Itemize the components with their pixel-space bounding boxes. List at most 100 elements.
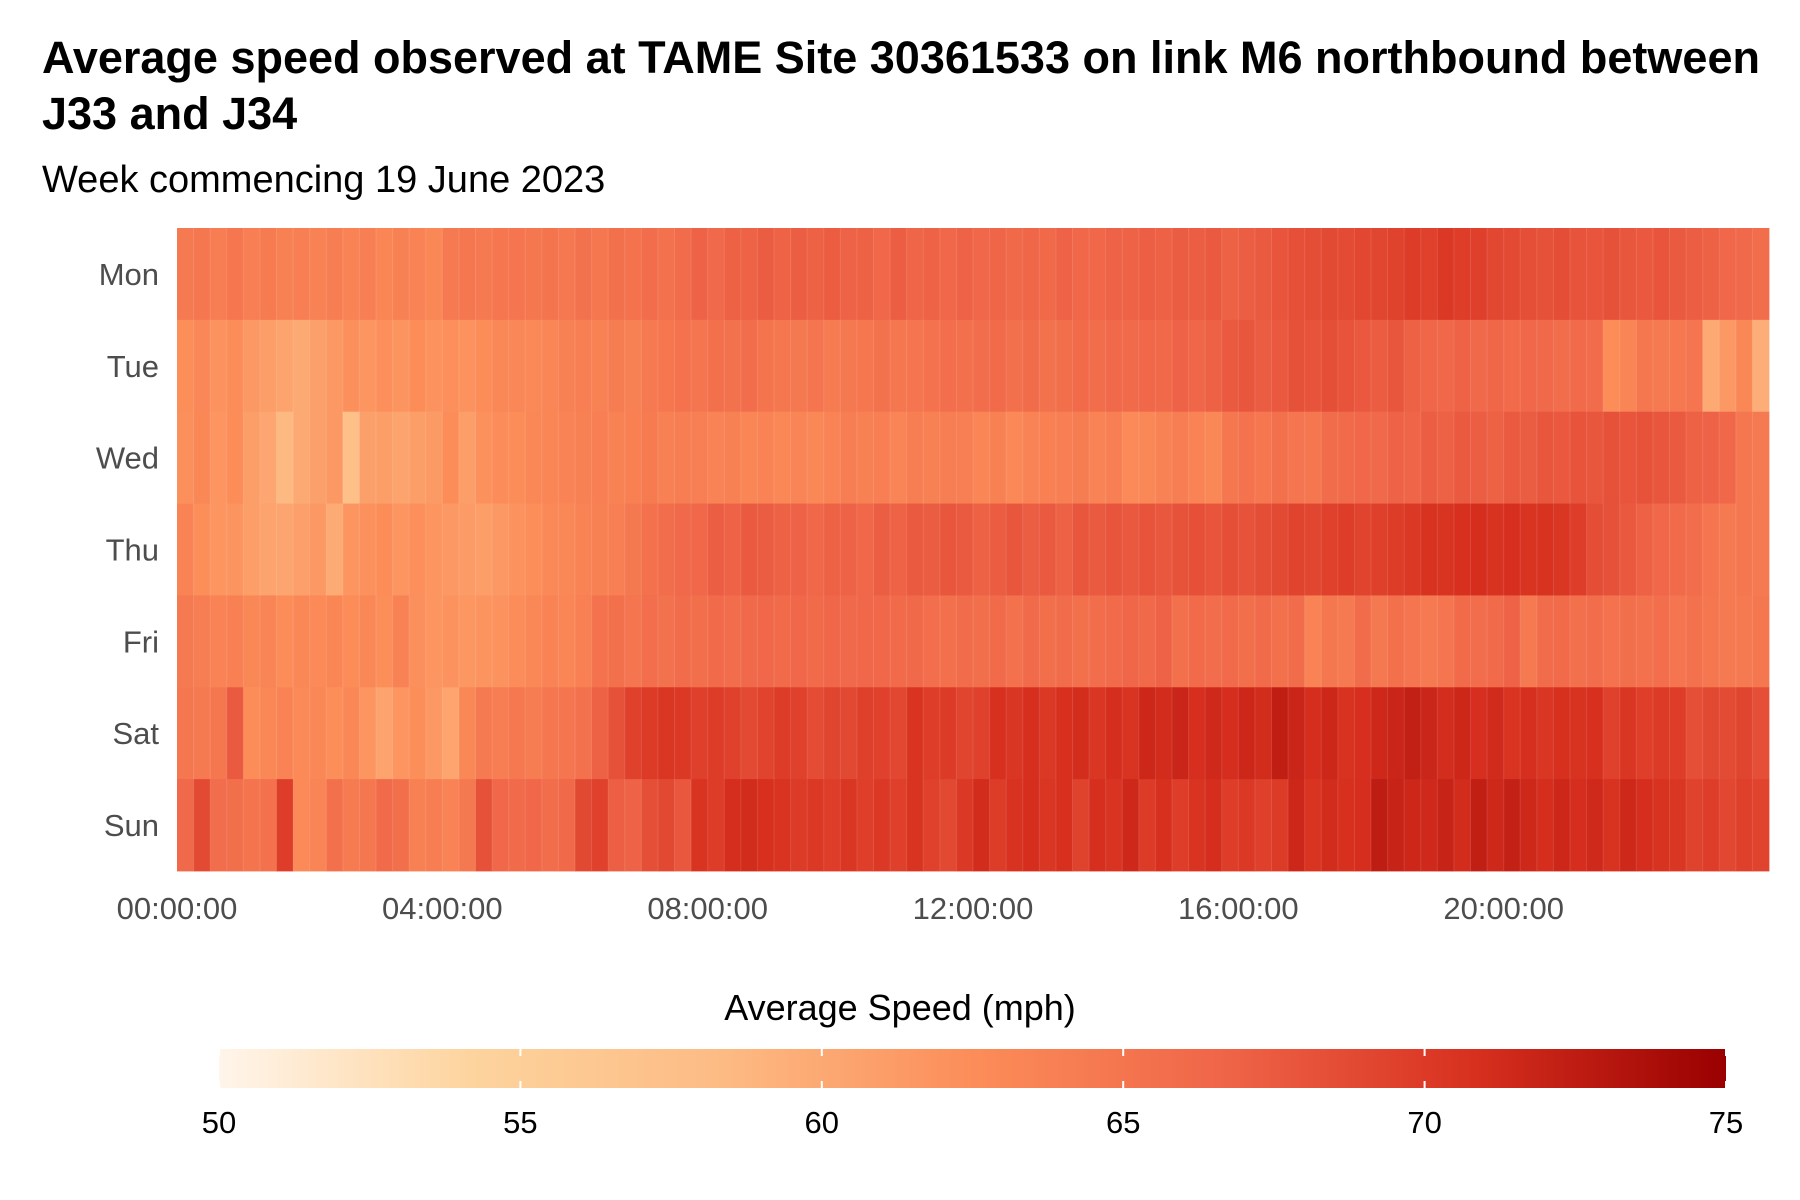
y-tick-label: Sat	[112, 716, 159, 751]
heatmap-cell	[774, 411, 791, 504]
heatmap-cell	[1420, 779, 1438, 872]
heatmap-cell	[1089, 228, 1107, 321]
heatmap-cell	[624, 228, 642, 321]
heatmap-cell	[1420, 228, 1438, 321]
heatmap-cell	[1022, 228, 1040, 321]
heatmap-cell	[641, 319, 659, 413]
heatmap-cell	[973, 779, 990, 872]
heatmap-cell	[210, 687, 228, 780]
heatmap-cell	[1603, 411, 1621, 504]
heatmap-cell	[939, 228, 957, 321]
heatmap-cell	[392, 595, 410, 688]
heatmap-cell	[409, 779, 427, 872]
heatmap-cell	[293, 687, 311, 780]
heatmap-cell	[1304, 595, 1322, 688]
heatmap-cell	[1470, 503, 1488, 596]
heatmap-cell	[1686, 779, 1704, 872]
heatmap-cell	[276, 228, 294, 321]
heatmap-cell	[392, 319, 410, 413]
heatmap-cell	[1487, 503, 1505, 596]
heatmap-cell	[1470, 228, 1488, 321]
heatmap-cell	[1188, 595, 1206, 688]
heatmap-cell	[1072, 687, 1090, 780]
heatmap-cell	[774, 779, 791, 872]
heatmap-cell	[210, 595, 228, 688]
heatmap-cell	[707, 779, 725, 872]
heatmap-cell	[1570, 779, 1587, 872]
heatmap-cell	[558, 319, 576, 413]
heatmap-cell	[1371, 319, 1388, 413]
heatmap-cell	[1586, 779, 1604, 872]
heatmap-cell	[1652, 503, 1670, 596]
heatmap-cell	[392, 687, 410, 780]
heatmap-cell	[1288, 779, 1306, 872]
heatmap-cell	[1603, 687, 1621, 780]
heatmap-cell	[210, 228, 228, 321]
heatmap-cell	[724, 319, 742, 413]
heatmap-cell	[1155, 779, 1173, 872]
heatmap-cell	[856, 687, 874, 780]
heatmap-cell	[591, 411, 609, 504]
heatmap-cell	[1669, 411, 1687, 504]
heatmap-cell	[624, 319, 642, 413]
heatmap-cell	[359, 228, 377, 321]
heatmap-cell	[1089, 411, 1107, 504]
heatmap-cell	[425, 228, 443, 321]
heatmap-cell	[177, 411, 194, 504]
heatmap-cell	[757, 687, 775, 780]
heatmap-cell	[1304, 228, 1322, 321]
heatmap-cell	[840, 319, 858, 413]
heatmap-cell	[1006, 228, 1024, 321]
heatmap-cell	[409, 595, 427, 688]
heatmap-cell	[243, 595, 261, 688]
heatmap-cell	[840, 687, 858, 780]
heatmap-cell	[1387, 779, 1405, 872]
heatmap-cell	[1138, 503, 1156, 596]
heatmap-cell	[1503, 687, 1521, 780]
heatmap-cell	[1536, 411, 1554, 504]
heatmap-cell	[1453, 687, 1471, 780]
heatmap-cell	[525, 411, 543, 504]
heatmap-cell	[1686, 319, 1704, 413]
heatmap-cell	[890, 228, 908, 321]
heatmap-cell	[492, 779, 510, 872]
heatmap-cell	[243, 319, 261, 413]
heatmap-cell	[1288, 595, 1306, 688]
heatmap-cell	[1404, 503, 1422, 596]
heatmap-cell	[1553, 319, 1571, 413]
heatmap-cell	[1321, 319, 1339, 413]
heatmap-cell	[873, 411, 891, 504]
heatmap-cell	[973, 503, 990, 596]
heatmap-cell	[541, 228, 559, 321]
heatmap-cell	[1022, 687, 1040, 780]
heatmap-cell	[890, 595, 908, 688]
heatmap-cell	[989, 595, 1007, 688]
heatmap-cell	[492, 503, 510, 596]
heatmap-cell	[1404, 779, 1422, 872]
heatmap-cell	[823, 503, 841, 596]
heatmap-cell	[1553, 411, 1571, 504]
heatmap-cell	[1138, 595, 1156, 688]
heatmap-cell	[657, 779, 675, 872]
heatmap-cell	[989, 687, 1007, 780]
heatmap-cell	[740, 779, 758, 872]
heatmap-cell	[309, 503, 327, 596]
heatmap-cell	[807, 687, 825, 780]
heatmap-cell	[1553, 503, 1571, 596]
heatmap-cell	[1072, 503, 1090, 596]
heatmap-cell	[1238, 687, 1256, 780]
heatmap-cell	[674, 687, 692, 780]
heatmap-cell	[1586, 595, 1604, 688]
heatmap-cell	[508, 503, 526, 596]
x-tick-label: 20:00:00	[1443, 891, 1564, 926]
heatmap-cell	[1072, 319, 1090, 413]
heatmap-cell	[1122, 503, 1140, 596]
y-tick-label: Thu	[106, 533, 159, 568]
heatmap-cell	[1006, 319, 1024, 413]
heatmap-cell	[1586, 687, 1604, 780]
heatmap-cell	[823, 687, 841, 780]
heatmap-cell	[1271, 687, 1289, 780]
heatmap-cell	[1089, 779, 1107, 872]
heatmap-cell	[823, 319, 841, 413]
heatmap-cell	[856, 319, 874, 413]
